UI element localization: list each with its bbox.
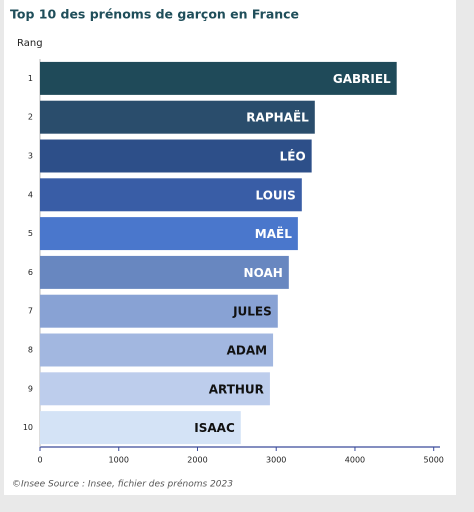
x-tick-label: 5000 (424, 456, 444, 465)
y-tick-label: 3 (28, 152, 33, 161)
bar (40, 139, 312, 173)
bar (40, 178, 302, 212)
bar-label: LOUIS (256, 188, 296, 202)
bar-label: ADAM (227, 344, 267, 358)
bar-label: RAPHAËL (246, 110, 309, 125)
bar-label: MAËL (255, 226, 292, 241)
bar-label: NOAH (244, 266, 283, 280)
bar-label: ARTHUR (209, 382, 264, 396)
source: ©Insee Source : Insee, fichier des préno… (12, 479, 233, 490)
bar (40, 100, 315, 134)
bar (40, 333, 274, 367)
y-tick-label: 1 (28, 74, 33, 83)
bar-label: JULES (232, 305, 272, 319)
y-tick-label: 8 (28, 346, 33, 355)
bar (40, 217, 298, 251)
bar (40, 255, 289, 289)
x-tick-label: 1000 (109, 456, 129, 465)
y-axis-label: Rang (17, 38, 43, 49)
chart-title: Top 10 des prénoms de garçon en France (10, 7, 299, 22)
bar-label: ISAAC (194, 421, 235, 435)
y-tick-label: 2 (28, 113, 33, 122)
x-tick-label: 4000 (345, 456, 365, 465)
y-tick-label: 6 (28, 268, 33, 277)
y-tick-label: 7 (28, 307, 33, 316)
bar (40, 411, 241, 445)
y-tick-label: 10 (23, 423, 33, 432)
bar-label: LÉO (280, 149, 306, 164)
bar (40, 61, 397, 95)
bar (40, 294, 278, 328)
y-tick-label: 9 (28, 384, 33, 393)
bar-label: GABRIEL (333, 72, 391, 86)
x-tick-label: 0 (37, 456, 42, 465)
y-tick-label: 5 (28, 229, 33, 238)
y-tick-label: 4 (28, 190, 33, 199)
bar (40, 372, 270, 406)
x-tick-label: 2000 (187, 456, 207, 465)
x-tick-label: 3000 (266, 456, 286, 465)
